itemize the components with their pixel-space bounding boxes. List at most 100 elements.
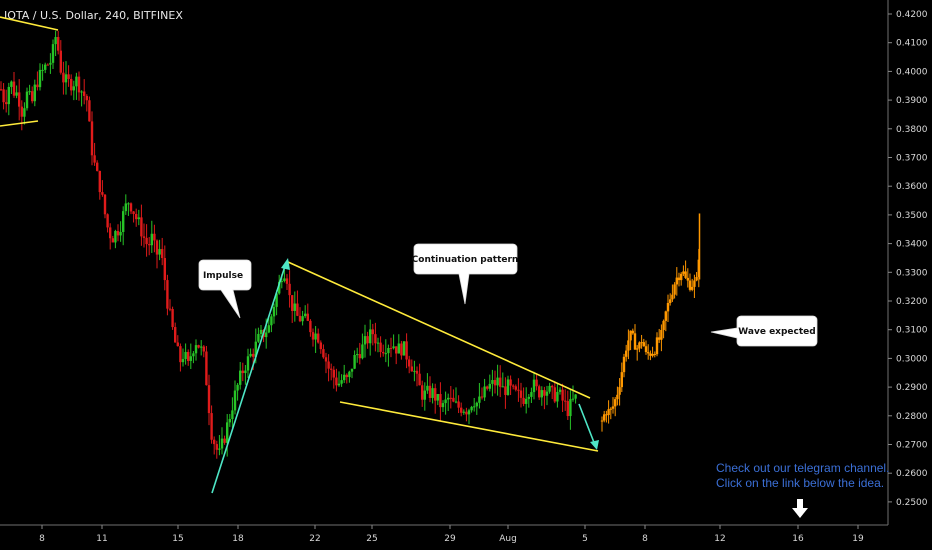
candle-body xyxy=(2,89,5,103)
projected-candle-body xyxy=(614,399,617,407)
candle-body xyxy=(423,390,426,400)
candle-body xyxy=(522,397,525,404)
candle-body xyxy=(532,379,536,393)
candle-body xyxy=(319,342,322,350)
candle-body xyxy=(566,401,569,417)
axes xyxy=(0,0,889,526)
candle-body xyxy=(460,407,463,413)
candle-body xyxy=(408,359,411,367)
projected-candle-body xyxy=(629,330,632,341)
price-tick-label: 0.3500 xyxy=(896,211,928,221)
candle-body xyxy=(103,194,107,215)
candle-body xyxy=(116,231,120,236)
candle-body xyxy=(148,244,151,246)
time-tick-label: 25 xyxy=(366,534,377,544)
price-tick-label: 0.3100 xyxy=(896,326,928,336)
candle-body xyxy=(155,240,159,255)
candle-body xyxy=(556,391,559,402)
candle-body xyxy=(314,333,317,340)
projected-candle-body xyxy=(662,320,665,330)
candle-body xyxy=(96,162,99,171)
candle-body xyxy=(561,389,564,401)
projected-candle-body xyxy=(684,271,687,278)
telegram-note-line2: Click on the link below the idea. xyxy=(716,476,884,490)
price-tick-label: 0.3900 xyxy=(896,96,928,106)
candle-body xyxy=(371,329,374,335)
candle-body xyxy=(267,325,270,333)
price-ticks: 0.4200 0.4100 0.4000 0.3900 0.3800 0.3700 0.36… xyxy=(888,10,928,508)
candle-body xyxy=(473,406,476,408)
projected-candle-body xyxy=(695,277,698,281)
candle-body xyxy=(376,342,380,344)
candle-body xyxy=(33,84,36,102)
candle-body xyxy=(246,356,250,371)
candle-body xyxy=(70,78,73,91)
projected-candle-body xyxy=(671,294,674,300)
candle-body xyxy=(64,74,68,83)
price-tick-label: 0.3800 xyxy=(896,125,928,135)
candle-body xyxy=(85,95,88,101)
candle-body xyxy=(179,346,182,363)
candle-body xyxy=(441,403,445,408)
candle-body xyxy=(392,346,395,349)
candle-body xyxy=(467,410,471,415)
candle-body xyxy=(405,341,408,360)
candle-body xyxy=(233,390,237,411)
price-tick-label: 0.2800 xyxy=(896,412,928,422)
candle-body xyxy=(122,211,125,232)
down-arrow-icon[interactable] xyxy=(792,499,808,518)
time-tick-label: 16 xyxy=(792,534,804,544)
candle-body xyxy=(161,249,164,259)
time-tick-label: 8 xyxy=(39,534,45,544)
time-tick-label: 18 xyxy=(232,534,244,544)
candle-body xyxy=(499,377,502,387)
candle-body xyxy=(426,385,429,391)
candle-body xyxy=(324,357,328,362)
candle-body xyxy=(478,396,481,403)
candle-body xyxy=(259,329,263,334)
candle-body xyxy=(57,37,60,51)
candle-body xyxy=(501,386,504,388)
candle-body xyxy=(291,295,294,311)
time-ticks: 8 11 15 18 22 25 29 Aug 5 8 12 16 19 xyxy=(39,525,864,544)
candle-body xyxy=(23,108,26,117)
candle-body xyxy=(540,390,543,398)
time-tick-label: 5 xyxy=(582,534,588,544)
candle-body xyxy=(475,402,478,407)
price-tick-label: 0.3300 xyxy=(896,268,928,278)
candle-body xyxy=(509,379,512,386)
candle-body xyxy=(220,438,224,449)
projected-candle-body xyxy=(669,299,672,303)
projected-candle-body xyxy=(660,329,663,340)
candle-body xyxy=(241,370,244,374)
candle-body xyxy=(176,342,179,347)
candle-body xyxy=(41,69,44,71)
pattern-upper-trendline xyxy=(287,261,591,399)
candle-body xyxy=(431,388,434,398)
trend-lines xyxy=(0,16,599,494)
candle-body xyxy=(436,394,439,401)
candle-body xyxy=(62,72,65,83)
candle-body xyxy=(447,397,450,400)
candle-body xyxy=(283,278,286,282)
candle-body xyxy=(387,348,390,354)
candle-body xyxy=(49,62,52,65)
continuation-label: Continuation pattern xyxy=(412,255,519,265)
candle-body xyxy=(389,348,393,350)
candle-body xyxy=(491,380,494,384)
candle-body xyxy=(465,411,468,415)
candle-body xyxy=(293,303,296,311)
candle-body xyxy=(207,385,211,414)
candle-body xyxy=(83,91,86,96)
wave-callout: Wave expected xyxy=(710,315,818,347)
price-tick-label: 0.3600 xyxy=(896,182,928,192)
projected-candle-body xyxy=(620,372,623,388)
candle-body xyxy=(20,106,23,117)
candle-body xyxy=(395,346,398,354)
candle-body xyxy=(397,343,400,354)
candle-body xyxy=(413,370,416,372)
impulse-callout: Impulse xyxy=(198,259,252,319)
candle-body xyxy=(280,281,283,283)
candle-body xyxy=(202,346,205,352)
